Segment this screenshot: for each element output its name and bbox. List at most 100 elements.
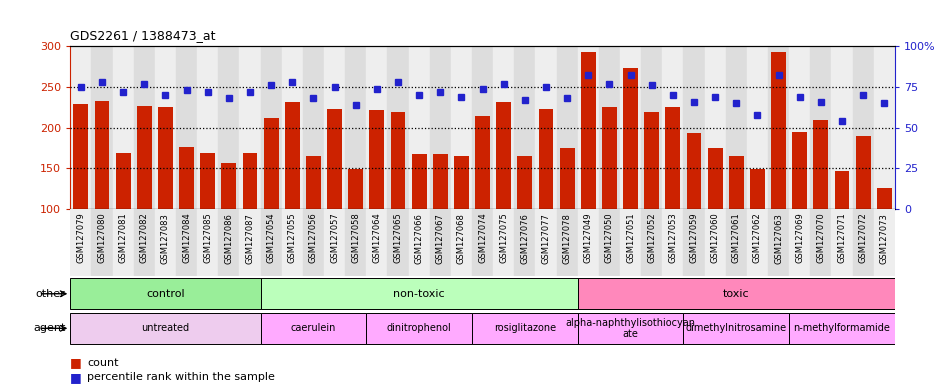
Bar bbox=[578, 46, 598, 209]
Bar bbox=[344, 46, 366, 209]
Text: GSM127078: GSM127078 bbox=[562, 213, 571, 263]
Bar bbox=[770, 52, 785, 291]
Text: GSM127055: GSM127055 bbox=[287, 213, 297, 263]
Bar bbox=[496, 103, 510, 291]
Bar bbox=[70, 46, 92, 209]
Bar bbox=[70, 209, 92, 276]
Text: GSM127081: GSM127081 bbox=[119, 213, 127, 263]
Bar bbox=[302, 46, 324, 209]
Bar bbox=[534, 209, 556, 276]
Bar bbox=[116, 153, 130, 291]
Bar bbox=[749, 169, 764, 291]
Bar bbox=[70, 313, 260, 344]
Text: GSM127080: GSM127080 bbox=[97, 213, 107, 263]
Bar bbox=[724, 46, 746, 209]
Bar bbox=[852, 46, 872, 209]
Bar bbox=[640, 46, 662, 209]
Bar bbox=[432, 154, 447, 291]
Text: GSM127054: GSM127054 bbox=[267, 213, 275, 263]
Text: control: control bbox=[146, 289, 184, 299]
Bar bbox=[601, 107, 616, 291]
Text: rosiglitazone: rosiglitazone bbox=[493, 323, 555, 333]
Bar bbox=[95, 101, 110, 291]
Bar bbox=[620, 209, 640, 276]
Bar bbox=[306, 156, 320, 291]
Text: count: count bbox=[87, 358, 119, 368]
Bar bbox=[598, 209, 620, 276]
Bar bbox=[622, 68, 637, 291]
Bar bbox=[197, 209, 218, 276]
Bar bbox=[707, 148, 722, 291]
Text: untreated: untreated bbox=[141, 323, 189, 333]
Bar bbox=[430, 46, 450, 209]
Bar bbox=[559, 148, 574, 291]
Text: alpha-naphthylisothiocyan
ate: alpha-naphthylisothiocyan ate bbox=[565, 318, 695, 339]
Text: GSM127077: GSM127077 bbox=[541, 213, 549, 263]
Bar bbox=[556, 46, 578, 209]
Text: GSM127057: GSM127057 bbox=[329, 213, 339, 263]
Text: GSM127061: GSM127061 bbox=[731, 213, 740, 263]
Text: GSM127056: GSM127056 bbox=[309, 213, 317, 263]
Bar bbox=[475, 116, 490, 291]
Text: GSM127079: GSM127079 bbox=[76, 213, 85, 263]
Text: percentile rank within the sample: percentile rank within the sample bbox=[87, 372, 275, 382]
Bar bbox=[665, 107, 680, 291]
Text: GSM127059: GSM127059 bbox=[689, 213, 697, 263]
Bar bbox=[728, 156, 743, 291]
Text: GSM127069: GSM127069 bbox=[795, 213, 803, 263]
Bar bbox=[810, 46, 830, 209]
Text: GSM127075: GSM127075 bbox=[499, 213, 507, 263]
Bar bbox=[517, 156, 532, 291]
Bar bbox=[662, 209, 682, 276]
Bar bbox=[620, 46, 640, 209]
Bar bbox=[154, 209, 176, 276]
Bar bbox=[472, 209, 492, 276]
Text: GSM127051: GSM127051 bbox=[625, 213, 635, 263]
Bar bbox=[260, 313, 366, 344]
Bar bbox=[70, 278, 260, 310]
Bar bbox=[492, 46, 514, 209]
Bar bbox=[578, 313, 682, 344]
Bar bbox=[324, 46, 344, 209]
Text: non-toxic: non-toxic bbox=[393, 289, 445, 299]
Bar bbox=[788, 209, 810, 276]
Bar bbox=[390, 112, 405, 291]
Bar bbox=[852, 209, 872, 276]
Bar bbox=[514, 46, 534, 209]
Text: GSM127072: GSM127072 bbox=[857, 213, 867, 263]
Text: GSM127066: GSM127066 bbox=[415, 213, 423, 263]
Text: dinitrophenol: dinitrophenol bbox=[387, 323, 451, 333]
Bar bbox=[112, 209, 134, 276]
Text: GSM127050: GSM127050 bbox=[605, 213, 613, 263]
Bar bbox=[514, 209, 534, 276]
Bar bbox=[344, 209, 366, 276]
Text: n-methylformamide: n-methylformamide bbox=[793, 323, 889, 333]
Bar bbox=[240, 209, 260, 276]
Bar bbox=[240, 46, 260, 209]
Text: GDS2261 / 1388473_at: GDS2261 / 1388473_at bbox=[70, 29, 215, 42]
Text: GSM127053: GSM127053 bbox=[667, 213, 677, 263]
Bar bbox=[876, 188, 891, 291]
Bar bbox=[218, 209, 240, 276]
Text: other: other bbox=[36, 289, 66, 299]
Bar bbox=[834, 171, 848, 291]
Text: dimethylnitrosamine: dimethylnitrosamine bbox=[685, 323, 786, 333]
Bar bbox=[704, 209, 724, 276]
Bar bbox=[454, 156, 468, 291]
Text: ■: ■ bbox=[70, 371, 86, 384]
Text: GSM127049: GSM127049 bbox=[583, 213, 592, 263]
Bar bbox=[366, 46, 387, 209]
Bar bbox=[179, 147, 194, 291]
Bar bbox=[348, 169, 363, 291]
Bar bbox=[387, 209, 408, 276]
Bar bbox=[137, 106, 152, 291]
Text: GSM127060: GSM127060 bbox=[709, 213, 719, 263]
Bar bbox=[472, 313, 578, 344]
Text: GSM127070: GSM127070 bbox=[815, 213, 825, 263]
Bar bbox=[598, 46, 620, 209]
Text: GSM127076: GSM127076 bbox=[519, 213, 529, 263]
Bar bbox=[369, 110, 384, 291]
Bar bbox=[158, 107, 172, 291]
Bar bbox=[260, 278, 578, 310]
Text: GSM127083: GSM127083 bbox=[161, 213, 169, 263]
